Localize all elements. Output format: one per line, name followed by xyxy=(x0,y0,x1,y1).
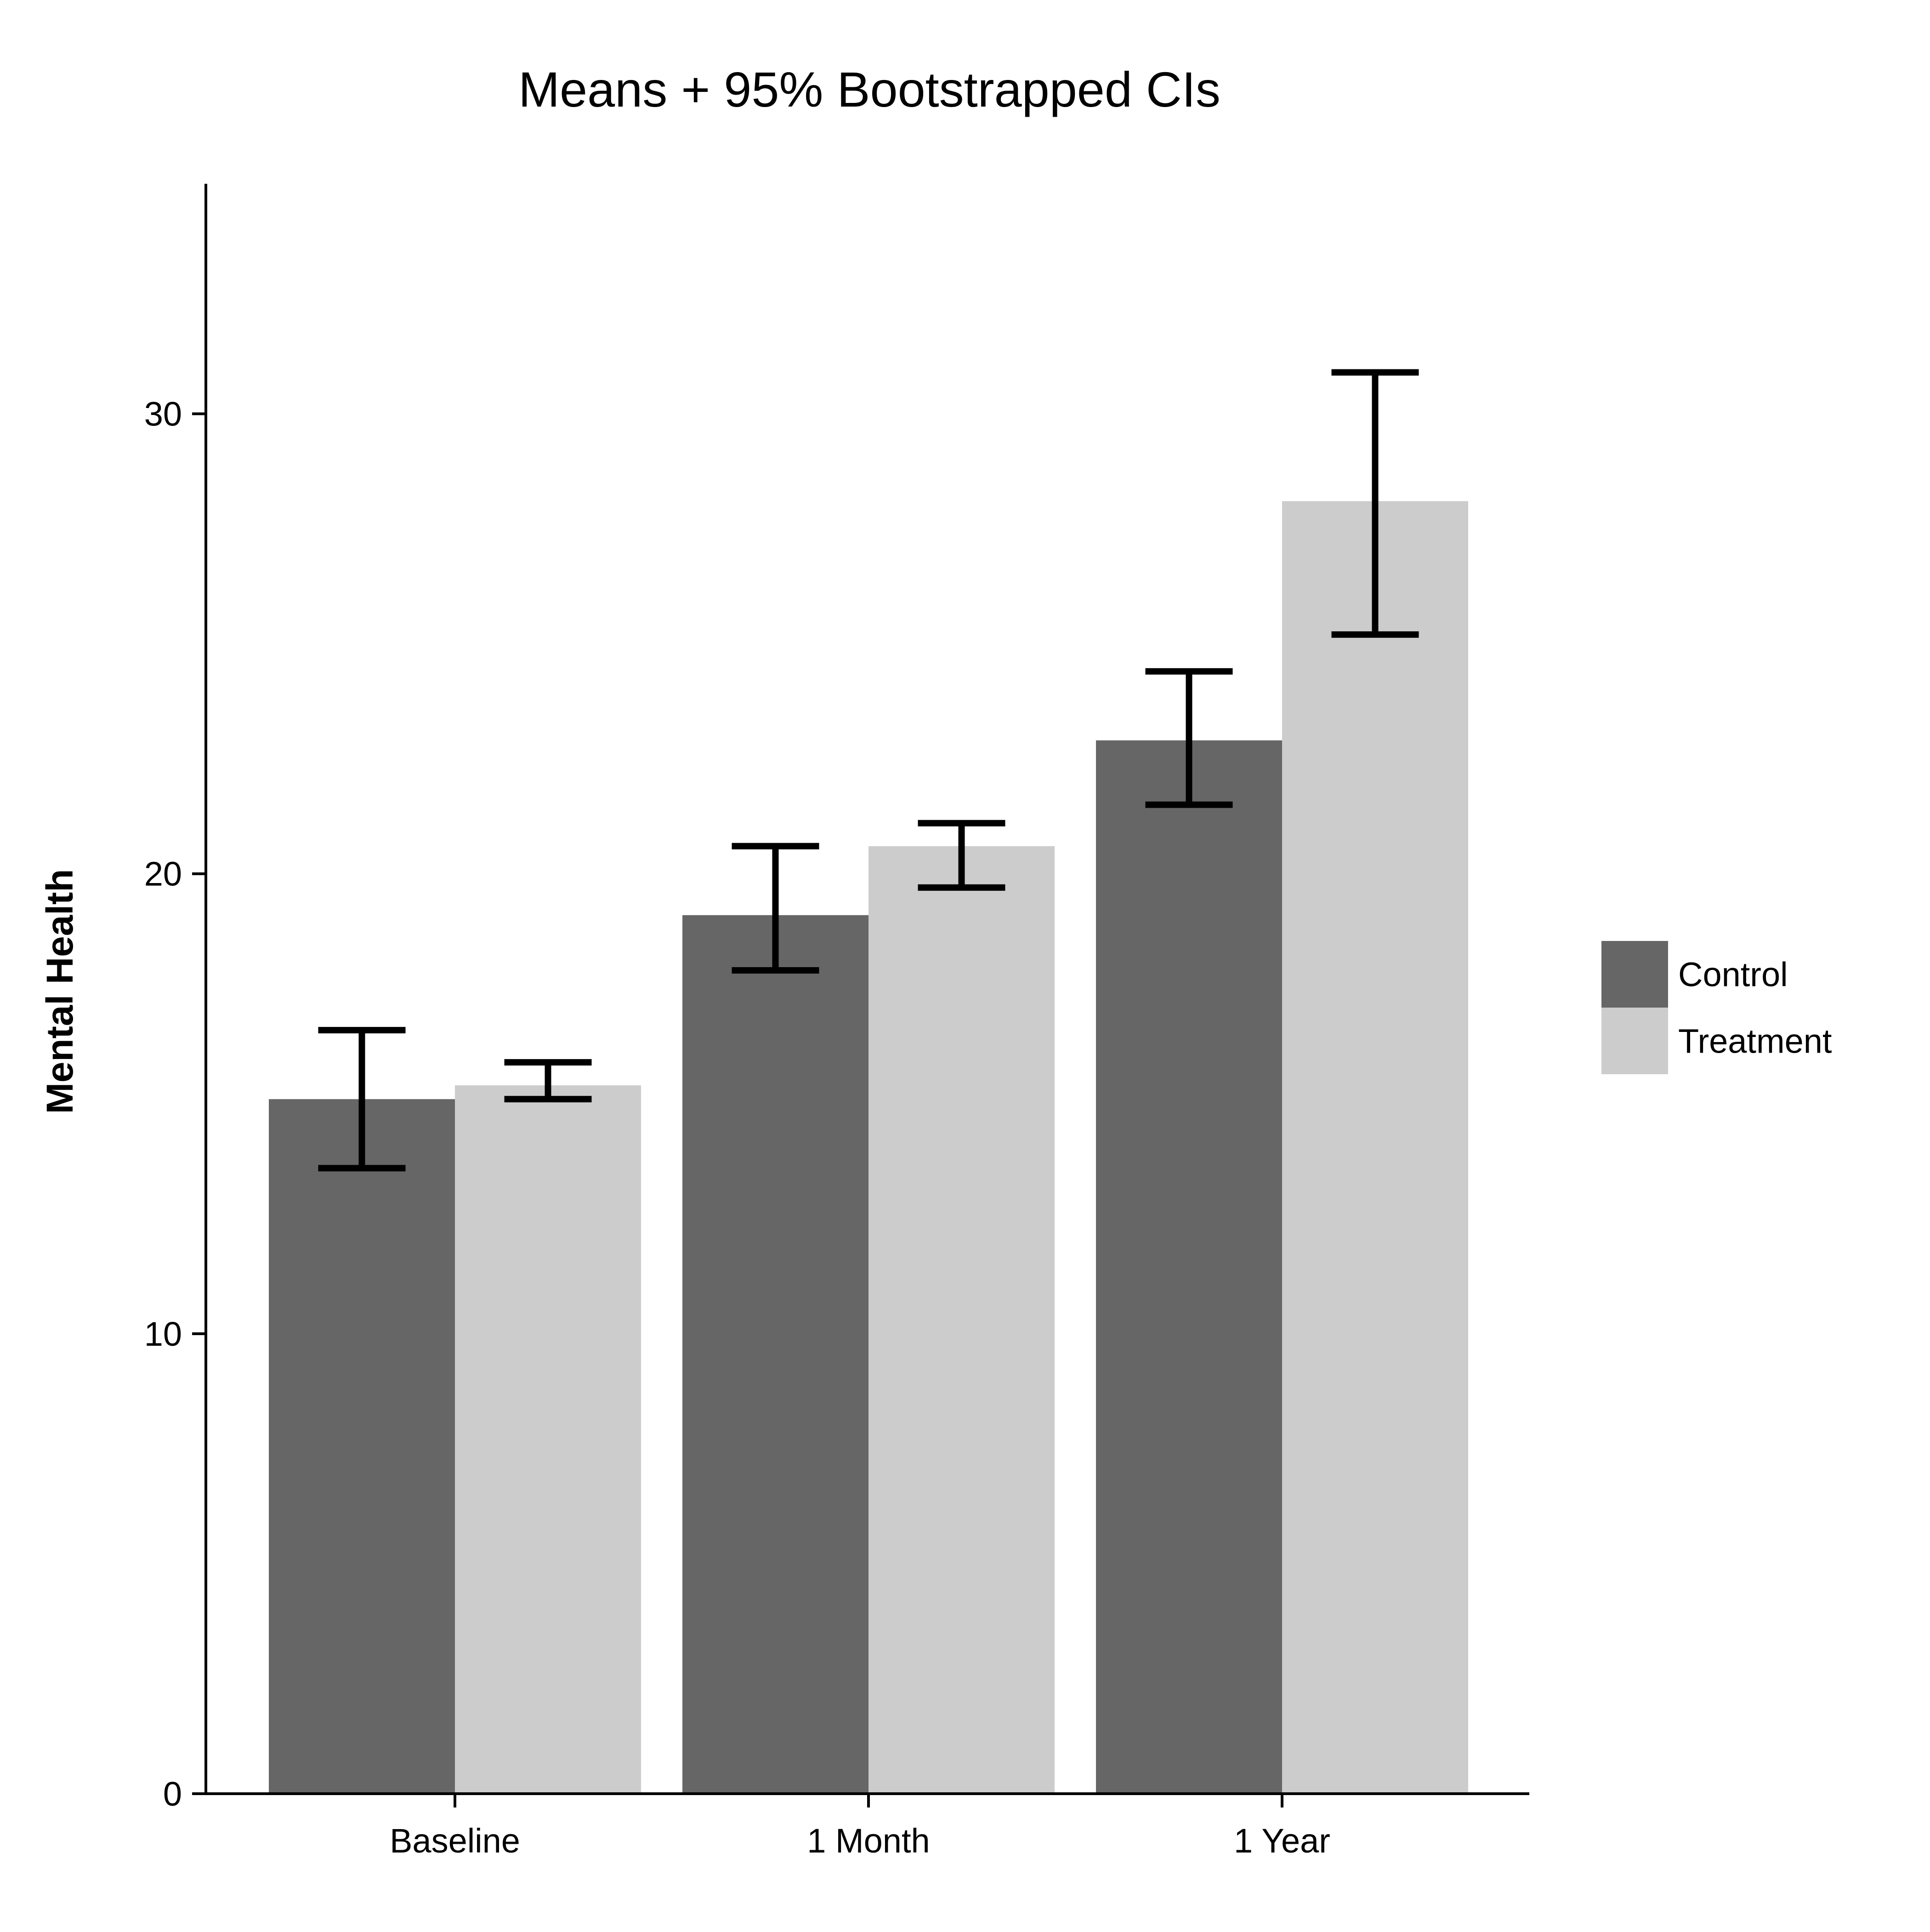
y-tick-label: 30 xyxy=(144,395,182,433)
x-tick-label: 1 Month xyxy=(807,1822,930,1860)
bar-control-baseline xyxy=(269,1099,455,1794)
legend-item-treatment: Treatment xyxy=(1601,1008,1832,1074)
x-tick-label: Baseline xyxy=(390,1822,520,1860)
y-tick-label: 20 xyxy=(144,855,182,893)
x-tick-label: 1 Year xyxy=(1234,1822,1330,1860)
chart-title: Means + 95% Bootstrapped CIs xyxy=(518,62,1220,117)
error-bar-treatment-1-year xyxy=(1331,369,1419,638)
bar-control-1-year xyxy=(1096,740,1282,1794)
error-bar-treatment-baseline xyxy=(504,1059,592,1103)
error-bars-layer xyxy=(318,369,1419,1172)
legend: Control Treatment xyxy=(1601,941,1832,1074)
error-bar-control-1-month xyxy=(732,843,819,974)
y-tick-label: 0 xyxy=(163,1775,182,1813)
error-bar-control-1-year xyxy=(1145,668,1233,808)
y-tick-label: 10 xyxy=(144,1315,182,1353)
y-axis-label: Mental Health xyxy=(39,869,81,1114)
legend-key-treatment xyxy=(1601,1008,1668,1074)
legend-label-control: Control xyxy=(1678,956,1788,994)
axes-layer: Baseline 1 Month 1 Year 0 10 20 30 xyxy=(144,184,1529,1860)
bar-treatment-1-month xyxy=(868,846,1055,1794)
legend-item-control: Control xyxy=(1601,941,1788,1008)
bar-treatment-1-year xyxy=(1282,501,1468,1794)
bar-treatment-baseline xyxy=(455,1085,641,1794)
error-bar-control-baseline xyxy=(318,1027,406,1172)
error-bar-treatment-1-month xyxy=(918,820,1005,891)
bar-control-1-month xyxy=(682,915,868,1794)
legend-label-treatment: Treatment xyxy=(1678,1022,1832,1060)
bars-layer xyxy=(269,501,1468,1794)
legend-key-control xyxy=(1601,941,1668,1008)
